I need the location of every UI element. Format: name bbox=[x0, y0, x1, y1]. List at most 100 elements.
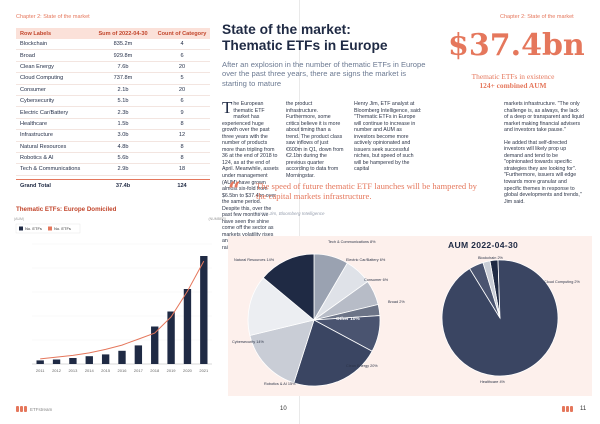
pie-label-pct: 15% bbox=[287, 382, 296, 386]
quote-mark-icon: “ bbox=[228, 178, 241, 204]
body-column-2: the product infrastructure. Furthermore,… bbox=[286, 101, 344, 180]
pie-label: Cybersecurity 14% bbox=[232, 340, 264, 345]
x-tick-label: 2018 bbox=[150, 368, 160, 373]
dropcap: T bbox=[222, 98, 233, 117]
table-row: Cloud Computing 737.8m 5 bbox=[16, 73, 210, 85]
table-cell-sum: 2.9b bbox=[117, 166, 129, 173]
pie-label-pct: 10% bbox=[350, 317, 360, 322]
logo-text: ETFstream bbox=[30, 406, 53, 412]
pie-label: Cloud Computing 2% bbox=[544, 280, 580, 285]
body-column-4-p2: He added that self-directed investors wi… bbox=[504, 139, 582, 205]
theme-pie-slice bbox=[293, 319, 373, 387]
table-cell-count: 20 bbox=[178, 86, 186, 93]
table-cell-label: Cloud Computing bbox=[20, 75, 64, 82]
table-cell-count: 12 bbox=[178, 132, 186, 139]
pie-label-name: Electric Car/Battery bbox=[346, 258, 379, 262]
pie-label-pct: 8% bbox=[370, 240, 376, 244]
pie-label-pct: 4% bbox=[499, 380, 505, 384]
table-row: Tech & Communications 2.9b 18 bbox=[16, 164, 210, 176]
pull-quote: The speed of future thematic ETF launche… bbox=[256, 181, 477, 202]
table-cell-sum: 2.1b bbox=[117, 86, 129, 93]
pie-label-name: Clean Energy bbox=[346, 364, 370, 368]
pie-label: Other 10% bbox=[336, 317, 360, 323]
legend-label-bars: No. ETFs bbox=[25, 226, 42, 231]
table-cell-label: Electric Car/Battery bbox=[20, 109, 69, 116]
table-cell-sum: 4.8b bbox=[117, 143, 129, 150]
x-tick-label: 2017 bbox=[134, 368, 144, 373]
running-header-left: Chapter 2: State of the market bbox=[16, 14, 90, 20]
page-number-left: 10 bbox=[280, 406, 287, 412]
x-tick-label: 2016 bbox=[118, 368, 128, 373]
table-cell-count: 6 bbox=[180, 98, 184, 105]
pie-label-name: Robotics & AI bbox=[264, 382, 287, 386]
pie-label: Tech & Communications 8% bbox=[328, 240, 376, 245]
table-total-row: Grand Total 37.4b 124 bbox=[16, 178, 210, 192]
table-cell-label: Blockchain bbox=[20, 41, 48, 48]
deck: After an explosion in the number of them… bbox=[222, 60, 426, 88]
table-row: Infrastructure 3.0b 12 bbox=[16, 130, 210, 142]
pie-label-name: Other bbox=[336, 317, 349, 322]
pie-label-name: Consumer bbox=[364, 278, 382, 282]
table-row: Robotics & AI 5.6b 8 bbox=[16, 153, 210, 165]
headline-line-1: State of the market: bbox=[222, 22, 351, 37]
pie-label-pct: 2% bbox=[399, 300, 405, 304]
aum-pie-slice bbox=[482, 260, 501, 319]
legend-swatch-line bbox=[48, 226, 52, 231]
pie-charts bbox=[247, 253, 559, 387]
table-row: Electric Car/Battery 2.3b 9 bbox=[16, 107, 210, 119]
pie-label: Robotics & AI 15% bbox=[264, 382, 295, 387]
table-total-sum: 37.4b bbox=[115, 182, 131, 189]
pie-label-name: Broad bbox=[388, 300, 399, 304]
table-cell-sum: 3.0b bbox=[117, 132, 129, 139]
stat-value: $37.4bn bbox=[448, 28, 585, 63]
right-unit-label: (NUMBER) bbox=[209, 217, 227, 221]
table-cell-label: Cybersecurity bbox=[20, 98, 55, 105]
pie-chart-panel: Tech & Communications 8% Electric Car/Bat… bbox=[228, 236, 592, 396]
theme-pie-slice bbox=[262, 253, 315, 321]
stat-line-1: Thematic ETFs in existence bbox=[471, 72, 555, 81]
table-row: Broad 929.8m 6 bbox=[16, 50, 210, 62]
pie-label: Electric Car/Battery 6% bbox=[346, 258, 385, 263]
logo-mark-icon bbox=[16, 406, 27, 412]
page-number-right: 11 bbox=[580, 406, 587, 412]
body-column-4-p1: markets infrastructure. "The only challe… bbox=[504, 101, 584, 134]
series-line bbox=[40, 260, 205, 360]
bar bbox=[69, 358, 77, 364]
table-cell-count: 4 bbox=[180, 41, 184, 48]
table-cell-count: 8 bbox=[180, 143, 184, 150]
pie-label-name: Natural Resources bbox=[234, 258, 266, 262]
pie-label: Broad 2% bbox=[388, 300, 405, 305]
body-column-4: markets infrastructure. "The only challe… bbox=[504, 101, 584, 211]
x-tick-label: 2011 bbox=[36, 368, 45, 373]
pull-quote-attribution: Henry Jim, Bloomberg Intelligence bbox=[256, 211, 325, 216]
pie-label-name: Cloud Computing bbox=[544, 280, 574, 284]
pie-label-pct: 14% bbox=[256, 340, 264, 344]
left-page: Chapter 2: State of the market Row Label… bbox=[14, 14, 287, 412]
bar bbox=[101, 354, 110, 364]
x-tick-label: 2021 bbox=[199, 368, 209, 373]
table-row: Clean Energy 7.6b 20 bbox=[16, 62, 210, 74]
pie-label: Blockchain 2% bbox=[478, 256, 503, 261]
table-cell-sum: 737.8m bbox=[113, 75, 133, 82]
pie-label-name: Tech & Communications bbox=[328, 240, 369, 244]
table-cell-label: Infrastructure bbox=[20, 132, 53, 139]
table-cell-sum: 2.3b bbox=[117, 109, 129, 116]
stat-line-2: 124+ combined AUM bbox=[479, 81, 547, 90]
table-row: Healthcare 1.5b 8 bbox=[16, 119, 210, 131]
bar-chart-title: Thematic ETFs: Europe Domiciled bbox=[16, 206, 117, 213]
table-cell-label: Natural Resources bbox=[20, 143, 67, 150]
table-header-labels: Row Labels bbox=[20, 30, 52, 37]
theme-pie-slice bbox=[247, 277, 315, 337]
pie-label-pct: 14% bbox=[266, 258, 275, 262]
pie-label-pct: 6% bbox=[379, 258, 386, 262]
table-cell-label: Clean Energy bbox=[20, 63, 54, 70]
table-cell-count: 5 bbox=[180, 75, 184, 82]
running-header-right: Chapter 2: State of the market bbox=[500, 14, 574, 20]
table-cell-count: 9 bbox=[180, 109, 184, 116]
x-tick-label: 2020 bbox=[183, 368, 193, 373]
table-cell-count: 8 bbox=[180, 155, 184, 162]
table-cell-label: Broad bbox=[20, 52, 35, 59]
table-cell-label: Healthcare bbox=[20, 120, 48, 127]
headline: State of the market: Thematic ETFs in Eu… bbox=[222, 22, 422, 54]
